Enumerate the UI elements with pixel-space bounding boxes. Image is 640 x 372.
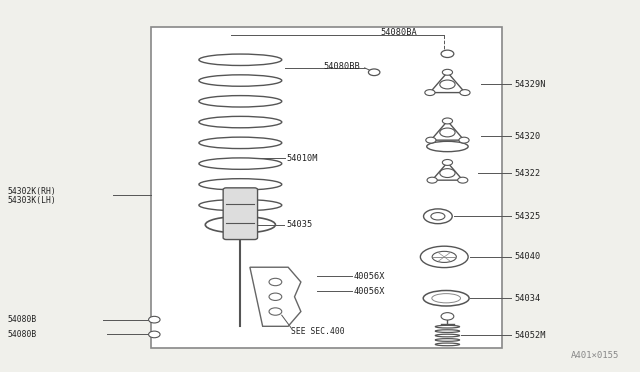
Circle shape bbox=[369, 69, 380, 76]
Circle shape bbox=[442, 69, 452, 75]
FancyBboxPatch shape bbox=[223, 188, 257, 240]
Circle shape bbox=[441, 50, 454, 58]
Text: 54040: 54040 bbox=[515, 252, 541, 262]
Circle shape bbox=[269, 308, 282, 315]
Circle shape bbox=[425, 90, 435, 96]
Circle shape bbox=[460, 90, 470, 96]
Circle shape bbox=[442, 160, 452, 166]
Circle shape bbox=[440, 128, 455, 137]
Text: A401×0155: A401×0155 bbox=[571, 350, 620, 359]
Text: 40056X: 40056X bbox=[354, 272, 385, 281]
Text: 54320: 54320 bbox=[515, 132, 541, 141]
Circle shape bbox=[459, 137, 469, 143]
Circle shape bbox=[426, 137, 436, 143]
Text: 54035: 54035 bbox=[287, 220, 313, 229]
Circle shape bbox=[427, 177, 437, 183]
Text: 54080B: 54080B bbox=[8, 315, 37, 324]
Circle shape bbox=[148, 331, 160, 338]
Circle shape bbox=[440, 80, 455, 89]
Text: 54034: 54034 bbox=[515, 294, 541, 303]
Text: 54010M: 54010M bbox=[287, 154, 318, 163]
Circle shape bbox=[441, 312, 454, 320]
Text: SEE SEC.400: SEE SEC.400 bbox=[291, 327, 345, 336]
Circle shape bbox=[440, 169, 455, 177]
Text: 54080BB: 54080BB bbox=[323, 61, 360, 71]
Circle shape bbox=[458, 177, 468, 183]
Text: 40056X: 40056X bbox=[354, 287, 385, 296]
Bar bbox=[151, 27, 502, 349]
Circle shape bbox=[442, 118, 452, 124]
Text: 54322: 54322 bbox=[515, 169, 541, 177]
Circle shape bbox=[269, 293, 282, 301]
Text: 54080B: 54080B bbox=[8, 330, 37, 339]
Text: 54302K(RH): 54302K(RH) bbox=[8, 187, 56, 196]
Text: 54052M: 54052M bbox=[515, 331, 546, 340]
Circle shape bbox=[269, 278, 282, 286]
Text: 54325: 54325 bbox=[515, 212, 541, 221]
Text: 54080BA: 54080BA bbox=[381, 28, 417, 37]
Text: 54303K(LH): 54303K(LH) bbox=[8, 196, 56, 205]
Circle shape bbox=[148, 316, 160, 323]
Text: 54329N: 54329N bbox=[515, 80, 546, 89]
